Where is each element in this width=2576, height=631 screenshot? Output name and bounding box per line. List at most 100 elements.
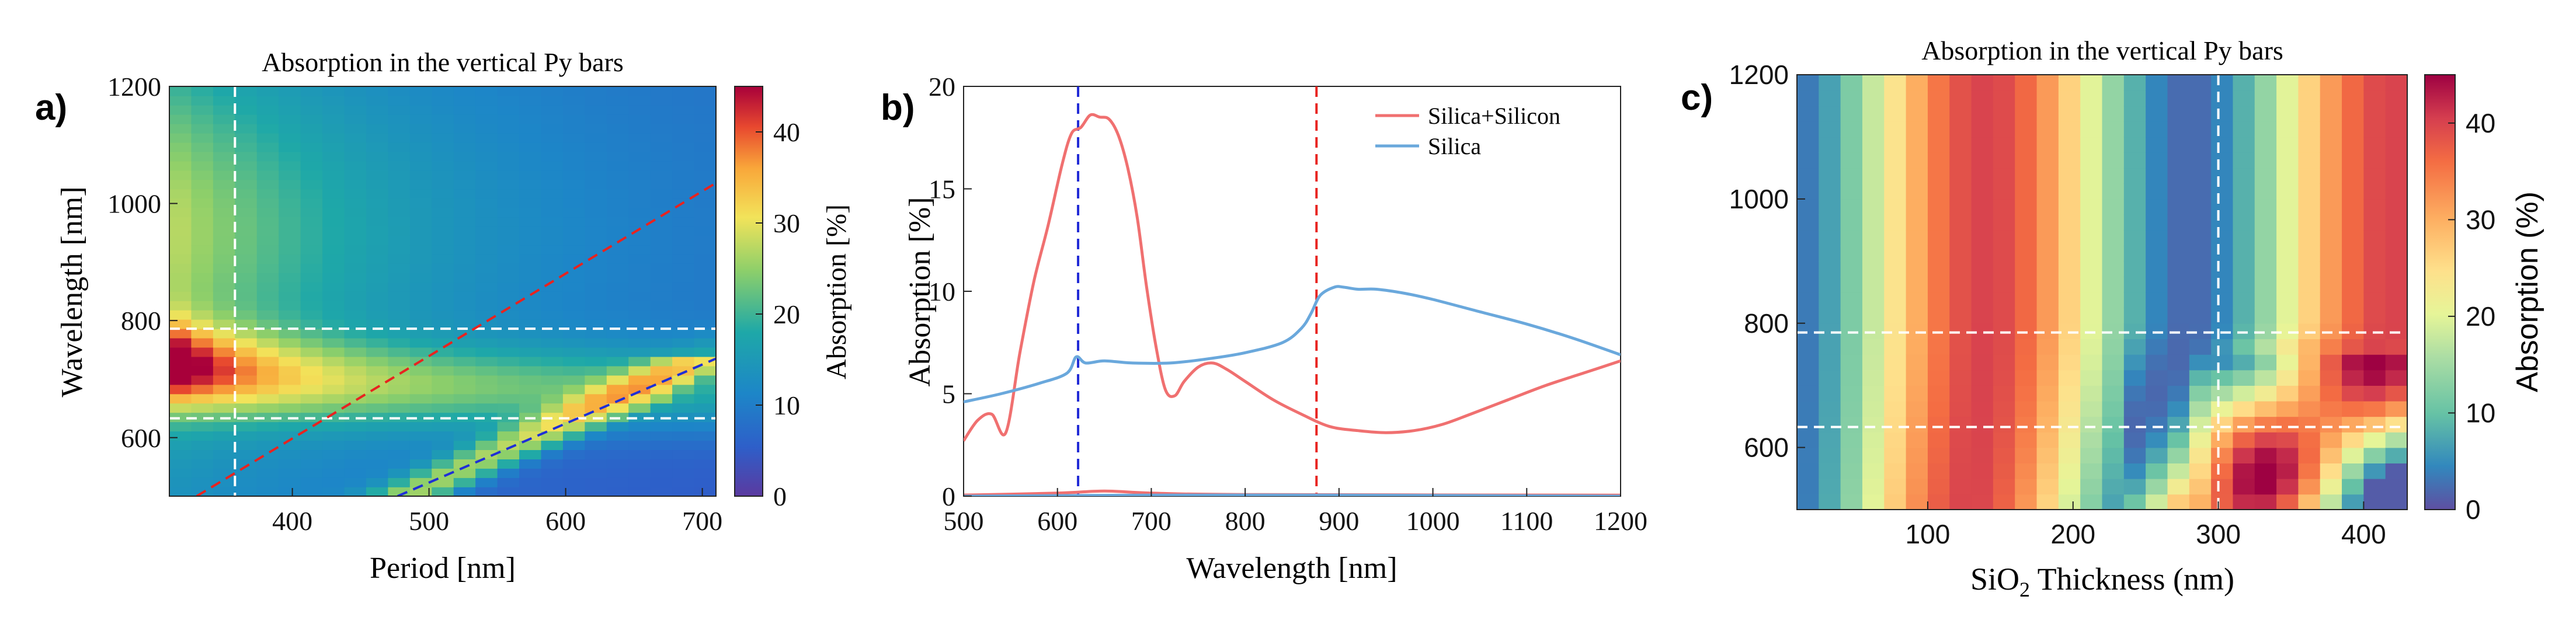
heatmap-cell <box>1971 447 1994 463</box>
heatmap-cell <box>1862 385 1885 402</box>
heatmap-cell <box>2233 214 2255 231</box>
heatmap-cell <box>475 421 498 432</box>
heatmap-cell <box>2102 245 2125 262</box>
heatmap-cell <box>169 198 192 208</box>
heatmap-cell <box>256 459 279 469</box>
heatmap-cell <box>344 384 367 395</box>
panel-c-heatmap <box>1797 75 2407 510</box>
heatmap-cell <box>322 170 345 180</box>
heatmap-cell <box>213 449 236 459</box>
heatmap-cell <box>2058 308 2081 324</box>
heatmap-cell <box>2189 494 2212 510</box>
heatmap-cell <box>541 319 564 329</box>
heatmap-cell <box>256 95 279 106</box>
heatmap-cell <box>169 393 192 404</box>
heatmap-cell <box>606 319 630 329</box>
heatmap-cell <box>1971 75 1994 91</box>
heatmap-cell <box>366 375 389 385</box>
heatmap-cell <box>519 207 542 218</box>
heatmap-cell <box>1906 369 1928 386</box>
heatmap-cell <box>1862 292 1885 308</box>
heatmap-cell <box>650 319 673 329</box>
heatmap-cell <box>2015 90 2038 107</box>
heatmap-cell <box>2385 431 2407 448</box>
heatmap-cell <box>2123 121 2146 138</box>
heatmap-cell <box>366 440 389 451</box>
heatmap-cell <box>2233 447 2255 463</box>
heatmap-cell <box>2146 323 2168 340</box>
heatmap-cell <box>562 328 586 339</box>
x-tick-label: 400 <box>272 506 312 536</box>
heatmap-cell <box>475 235 498 246</box>
heatmap-cell <box>1819 292 1841 308</box>
heatmap-cell <box>2211 323 2234 340</box>
heatmap-cell <box>279 487 301 496</box>
heatmap-cell <box>1862 416 1885 433</box>
heatmap-cell <box>409 207 433 218</box>
heatmap-cell <box>541 254 564 264</box>
heatmap-cell <box>2123 75 2146 91</box>
heatmap-cell <box>322 328 345 339</box>
heatmap-cell <box>322 179 345 190</box>
heatmap-cell <box>2211 431 2234 448</box>
heatmap-cell <box>2254 183 2277 200</box>
heatmap-cell <box>2080 308 2103 324</box>
heatmap-cell <box>344 319 367 329</box>
heatmap-cell <box>344 459 367 469</box>
heatmap-cell <box>2320 339 2342 355</box>
heatmap-cell <box>2211 369 2234 386</box>
heatmap-cell <box>300 123 323 134</box>
heatmap-cell <box>497 151 520 162</box>
heatmap-cell <box>388 356 411 367</box>
heatmap-cell <box>388 421 411 432</box>
heatmap-cell <box>2058 214 2081 231</box>
heatmap-cell <box>1906 292 1928 308</box>
heatmap-cell <box>344 412 367 423</box>
heatmap-cell <box>541 375 564 385</box>
heatmap-cell <box>366 217 389 227</box>
heatmap-cell <box>2080 168 2103 184</box>
heatmap-cell <box>475 133 498 143</box>
heatmap-cell <box>453 179 476 190</box>
heatmap-cell <box>322 440 345 451</box>
y-tick-label: 5 <box>942 379 955 409</box>
heatmap-cell <box>606 291 630 301</box>
heatmap-cell <box>388 151 411 162</box>
heatmap-cell <box>1797 90 1820 107</box>
heatmap-cell <box>2276 152 2299 169</box>
heatmap-cell <box>2342 431 2365 448</box>
heatmap-cell <box>409 421 433 432</box>
heatmap-cell <box>606 449 630 459</box>
heatmap-cell <box>191 337 214 348</box>
heatmap-cell <box>432 198 454 208</box>
y-tick-label: 0 <box>942 482 955 511</box>
heatmap-cell <box>2167 90 2190 107</box>
heatmap-cell <box>1993 121 2016 138</box>
heatmap-cell <box>2298 463 2321 479</box>
heatmap-cell <box>2363 323 2386 340</box>
heatmap-cell <box>279 217 301 227</box>
heatmap-cell <box>2211 214 2234 231</box>
heatmap-cell <box>1819 75 1841 91</box>
heatmap-cell <box>453 403 476 413</box>
heatmap-cell <box>2102 339 2125 355</box>
heatmap-cell <box>1971 339 1994 355</box>
heatmap-cell <box>475 468 498 478</box>
heatmap-cell <box>1906 447 1928 463</box>
heatmap-cell <box>497 235 520 246</box>
heatmap-cell <box>1971 400 1994 417</box>
heatmap-cell <box>2146 261 2168 277</box>
heatmap-cell <box>235 273 258 283</box>
heatmap-cell <box>1927 198 1951 215</box>
heatmap-cell <box>256 189 279 199</box>
heatmap-cell <box>453 273 476 283</box>
heatmap-cell <box>169 384 192 395</box>
heatmap-cell <box>235 179 258 190</box>
heatmap-cell <box>475 245 498 255</box>
heatmap-cell <box>2058 463 2081 479</box>
heatmap-cell <box>388 393 411 404</box>
heatmap-cell <box>2167 400 2190 417</box>
heatmap-cell <box>388 319 411 329</box>
heatmap-cell <box>650 104 673 115</box>
heatmap-cell <box>2363 183 2386 200</box>
